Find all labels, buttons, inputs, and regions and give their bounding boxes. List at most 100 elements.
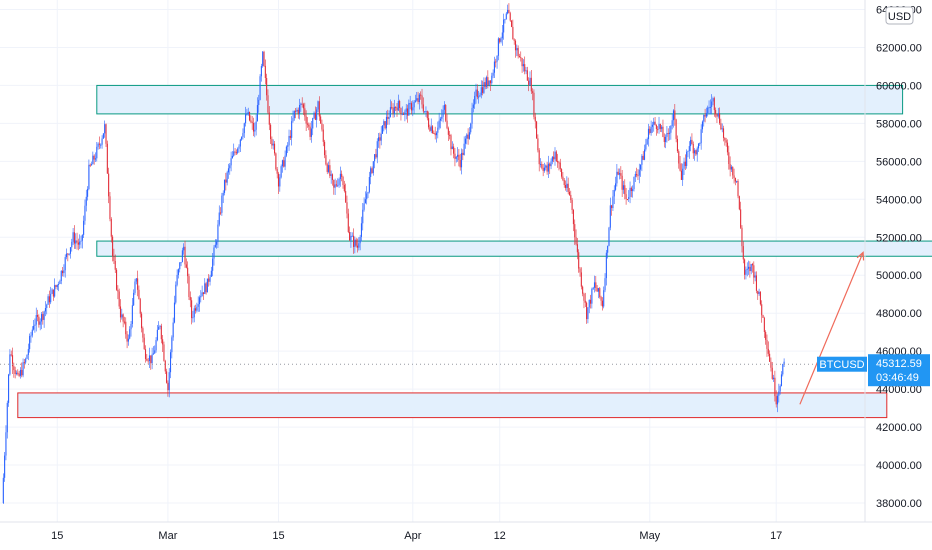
candle-body xyxy=(159,325,161,327)
candle-body xyxy=(306,123,309,125)
candle-body xyxy=(393,106,395,114)
candle-body xyxy=(578,252,580,269)
candle-body xyxy=(284,155,286,167)
candle-body xyxy=(584,300,586,303)
candle-body xyxy=(580,272,582,287)
zone-resistance[interactable] xyxy=(96,84,904,115)
candle-body xyxy=(338,179,340,186)
currency-label: USD xyxy=(888,11,911,23)
candle-body xyxy=(321,123,323,130)
candle-body xyxy=(661,126,663,129)
price-tick-label: 56000.00 xyxy=(876,156,922,168)
candle-body xyxy=(247,111,249,114)
candle-body xyxy=(636,174,638,176)
candle-body xyxy=(130,323,132,330)
candle-body xyxy=(659,123,661,129)
candle-body xyxy=(679,163,681,171)
candle-body xyxy=(654,121,656,125)
candle-body xyxy=(356,245,359,248)
candle-body xyxy=(775,396,777,405)
candle-body xyxy=(459,160,461,168)
candle-body xyxy=(400,107,402,115)
candle-body xyxy=(75,240,77,244)
candle-body xyxy=(433,132,435,134)
candle-body xyxy=(454,153,456,159)
candle-body xyxy=(632,189,634,191)
candle-body xyxy=(15,372,18,374)
candle-body xyxy=(492,72,494,76)
candle-body xyxy=(491,75,493,84)
candle-body xyxy=(538,150,540,165)
candle-body xyxy=(80,240,82,242)
candle-body xyxy=(156,329,158,341)
price-axis[interactable]: 64000.0062000.0060000.0058000.0056000.00… xyxy=(876,4,922,510)
candle-body xyxy=(484,82,486,87)
candle-body xyxy=(54,285,56,297)
candle-body xyxy=(509,13,511,21)
candle-body xyxy=(68,253,70,255)
candle-body xyxy=(351,235,353,237)
price-tick-label: 42000.00 xyxy=(876,422,922,434)
candle-body xyxy=(657,129,659,131)
candle-body xyxy=(761,304,763,316)
candle-body xyxy=(480,87,482,95)
price-tick-label: 38000.00 xyxy=(876,498,922,510)
candle-body xyxy=(770,361,772,368)
candle-body xyxy=(123,321,125,323)
projection-arrow-line[interactable] xyxy=(799,252,864,405)
candle-body xyxy=(488,80,490,85)
candle-body xyxy=(622,185,625,190)
candle-body xyxy=(663,136,665,143)
candle-body xyxy=(292,118,294,122)
candle-body xyxy=(18,373,20,376)
candle-body xyxy=(564,185,567,188)
candle-body xyxy=(712,98,714,102)
candle-body xyxy=(645,144,647,150)
candle-body xyxy=(96,146,98,159)
candle-body xyxy=(46,304,48,309)
time-axis[interactable]: 15 Mar 15 Apr 12 May 17 xyxy=(51,530,782,542)
candle-body xyxy=(485,77,488,87)
candle-body xyxy=(755,275,757,291)
candle-body xyxy=(561,169,563,177)
candle-body xyxy=(230,158,232,166)
candle-body xyxy=(751,264,754,266)
candle-body xyxy=(209,276,211,282)
candle-body xyxy=(399,100,401,108)
currency-badge[interactable]: USD xyxy=(885,6,914,25)
candle-body xyxy=(166,371,168,383)
candle-body xyxy=(89,164,91,166)
candle-body xyxy=(588,299,590,308)
candle-body xyxy=(754,275,756,278)
candle-body xyxy=(88,164,90,190)
candle-body xyxy=(591,288,593,304)
candle-body xyxy=(688,146,690,151)
candle-body xyxy=(612,196,614,209)
candle-body xyxy=(557,161,559,163)
candle-body xyxy=(116,269,118,290)
candle-body xyxy=(327,165,330,172)
candle-body xyxy=(251,121,253,123)
candle-body xyxy=(14,370,16,374)
candle-body xyxy=(34,324,36,326)
candle-body xyxy=(188,276,190,297)
candle-body xyxy=(60,270,62,281)
candle-body xyxy=(746,268,748,270)
candle-body xyxy=(536,121,538,139)
zone-support[interactable] xyxy=(17,392,888,419)
zone-mid-support[interactable] xyxy=(96,240,932,257)
candle-body xyxy=(98,143,100,145)
candle-body xyxy=(380,133,382,141)
candle-body xyxy=(447,128,449,135)
candle-body xyxy=(245,114,247,124)
candle-body xyxy=(771,367,773,379)
candle-body xyxy=(587,307,589,320)
candle-body xyxy=(117,289,119,292)
candle-body xyxy=(705,113,707,117)
candle-body xyxy=(187,267,189,277)
candle-body xyxy=(229,165,231,169)
candle-body xyxy=(741,227,743,247)
candle-body xyxy=(724,137,726,141)
candle-body xyxy=(704,114,706,117)
